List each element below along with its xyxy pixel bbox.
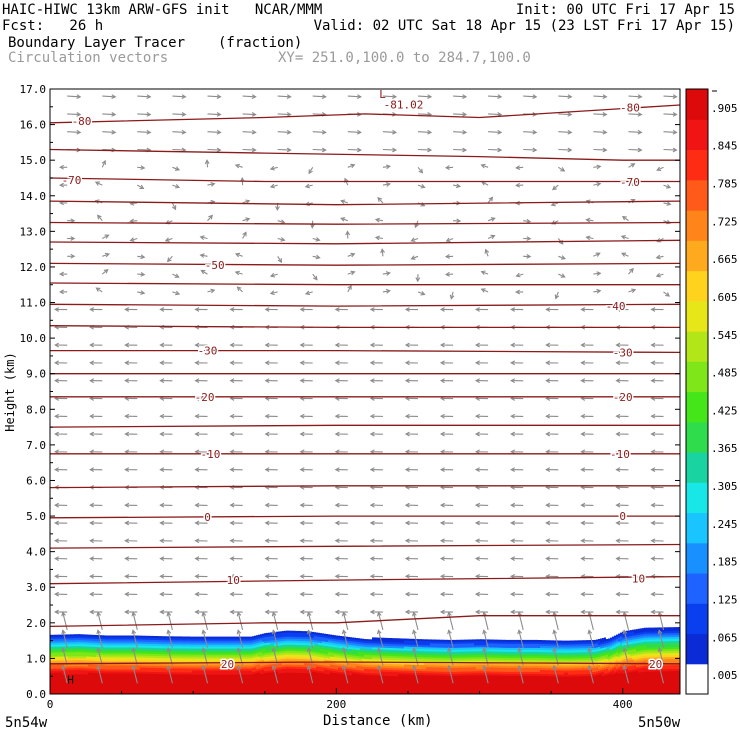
plot-window: HAIC-HIWC 13km ARW-GFS init NCAR/MMM Ini… bbox=[0, 0, 740, 740]
cross-section-chart: -80-80-70 -70-50-40-30 -30-20 -20-10 -100 010… bbox=[0, 0, 740, 740]
